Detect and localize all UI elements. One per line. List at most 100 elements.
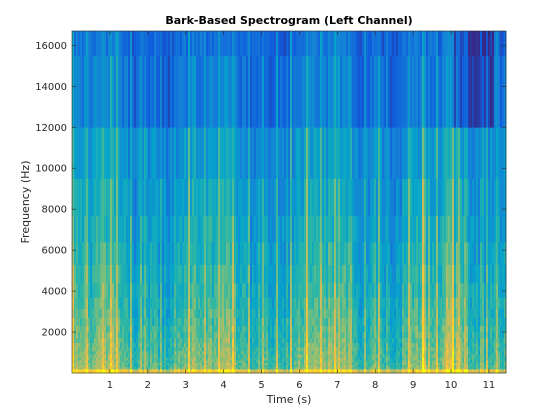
spectrogram-cell [440, 264, 443, 284]
spectrogram-cell [146, 55, 149, 128]
spectrogram-cell [94, 264, 97, 284]
spectrogram-cell [330, 325, 333, 333]
spectrogram-cell [364, 342, 367, 348]
spectrogram-cell [470, 368, 473, 372]
spectrogram-cell [426, 325, 429, 333]
spectrogram-cell [414, 55, 417, 128]
spectrogram-cell [252, 297, 255, 309]
spectrogram-cell [368, 241, 371, 265]
spectrogram-cell [314, 368, 317, 372]
spectrogram-cell [192, 127, 195, 179]
spectrogram-cell [76, 332, 79, 339]
spectrogram-cell [294, 264, 297, 284]
spectrogram-cell [290, 368, 293, 372]
spectrogram-cell [130, 325, 133, 333]
spectrogram-cell [426, 368, 429, 372]
spectrogram-cell [86, 354, 89, 358]
spectrogram-cell [118, 346, 121, 352]
spectrogram-cell [248, 357, 251, 361]
spectrogram-cell [154, 350, 157, 355]
spectrogram-cell [188, 337, 191, 344]
spectrogram-cell [268, 282, 271, 298]
spectrogram-cell [350, 332, 353, 339]
spectrogram-cell [138, 31, 141, 56]
spectrogram-cell [442, 178, 445, 216]
spectrogram-cell [310, 354, 313, 358]
spectrogram-cell [200, 346, 203, 352]
spectrogram-cell [454, 346, 457, 352]
spectrogram-cell [354, 55, 357, 128]
spectrogram-cell [118, 357, 121, 361]
spectrogram-cell [240, 370, 243, 374]
spectrogram-cell [72, 308, 75, 319]
spectrogram-cell [208, 346, 211, 352]
spectrogram-cell [382, 241, 385, 265]
spectrogram-cell [458, 357, 461, 361]
spectrogram-cell [304, 368, 307, 372]
spectrogram-cell [108, 370, 111, 374]
spectrogram-cell [250, 308, 253, 319]
spectrogram-cell [158, 127, 161, 179]
spectrogram-cell [250, 31, 253, 56]
spectrogram-cell [152, 317, 155, 326]
spectrogram-cell [156, 337, 159, 344]
spectrogram-cell [170, 366, 173, 370]
spectrogram-cell [194, 337, 197, 344]
spectrogram-cell [368, 325, 371, 333]
spectrogram-cell [74, 357, 77, 361]
spectrogram-cell [466, 317, 469, 326]
spectrogram-cell [108, 350, 111, 355]
spectrogram-cell [242, 31, 245, 56]
spectrogram-cell [204, 297, 207, 309]
spectrogram-cell [306, 31, 309, 56]
spectrogram-cell [384, 332, 387, 339]
spectrogram-cell [418, 31, 421, 56]
spectrogram-cell [192, 282, 195, 298]
spectrogram-cell [374, 364, 377, 368]
spectrogram-cell [356, 178, 359, 216]
spectrogram-cell [368, 364, 371, 368]
spectrogram-cell [322, 241, 325, 265]
spectrogram-cell [248, 282, 251, 298]
spectrogram-cell [464, 354, 467, 358]
spectrogram-cell [130, 308, 133, 319]
spectrogram-cell [290, 241, 293, 265]
spectrogram-cell [132, 215, 135, 243]
spectrogram-cell [168, 282, 171, 298]
spectrogram-cell [362, 325, 365, 333]
spectrogram-cell [334, 368, 337, 372]
spectrogram-cell [240, 366, 243, 370]
spectrogram-cell [152, 178, 155, 216]
spectrogram-cell [352, 282, 355, 298]
spectrogram-cell [288, 282, 291, 298]
spectrogram-cell [188, 366, 191, 370]
spectrogram-cell [378, 366, 381, 370]
spectrogram-cell [318, 342, 321, 348]
spectrogram-cell [470, 332, 473, 339]
spectrogram-cell [240, 308, 243, 319]
spectrogram-cell [462, 282, 465, 298]
spectrogram-cell [308, 366, 311, 370]
spectrogram-cell [188, 332, 191, 339]
spectrogram-cell [252, 350, 255, 355]
spectrogram-cell [468, 360, 471, 363]
spectrogram-cell [218, 55, 221, 128]
spectrogram-cell [198, 282, 201, 298]
spectrogram-cell [270, 357, 273, 361]
spectrogram-cell [72, 282, 75, 298]
spectrogram-cell [210, 282, 213, 298]
spectrogram-cell [360, 364, 363, 368]
spectrogram-cell [134, 337, 137, 344]
spectrogram-cell [422, 350, 425, 355]
spectrogram-cell [354, 346, 357, 352]
spectrogram-cell [400, 342, 403, 348]
spectrogram-cell [150, 178, 153, 216]
spectrogram-cell [80, 360, 83, 363]
spectrogram-cell [326, 282, 329, 298]
spectrogram-cell [184, 317, 187, 326]
spectrogram-cell [468, 350, 471, 355]
spectrogram-cell [356, 282, 359, 298]
spectrogram-cell [290, 370, 293, 374]
spectrogram-cell [130, 215, 133, 243]
spectrogram-cell [370, 178, 373, 216]
